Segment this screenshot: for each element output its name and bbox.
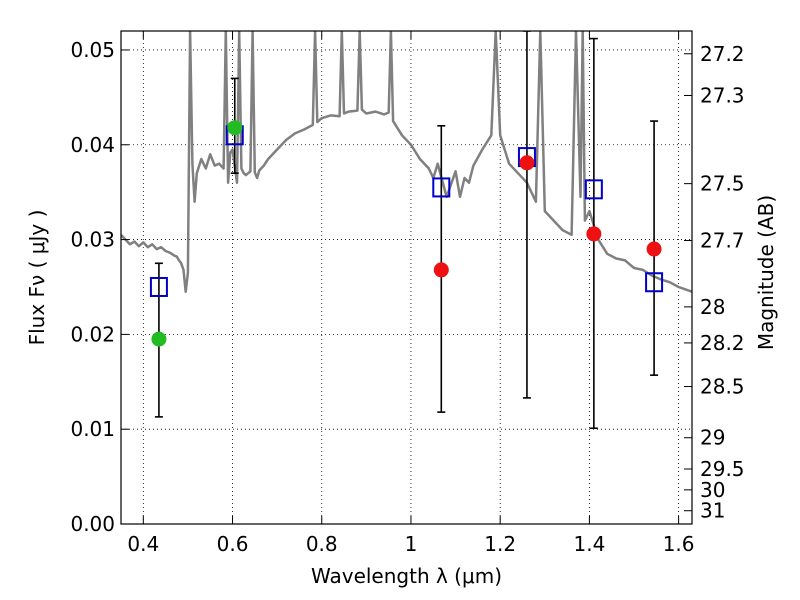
- magnitude-tick-label: 27.3: [700, 83, 745, 107]
- magnitude-tick-label: 27.7: [700, 229, 745, 253]
- x-tick-label: 0.8: [306, 532, 338, 556]
- x-tick-label: 1.2: [484, 532, 516, 556]
- magnitude-tick-label: 29: [700, 426, 725, 450]
- x-axis-title: Wavelength λ (μm): [311, 564, 502, 588]
- x-tick-label: 0.6: [217, 532, 249, 556]
- magnitude-tick-label: 27.5: [700, 172, 745, 196]
- magnitude-tick-label: 27.2: [700, 42, 745, 66]
- observed-flux-point: [646, 241, 662, 257]
- model-flux-square: [584, 179, 603, 200]
- magnitude-tick-label: 29.5: [700, 457, 745, 481]
- y-tick-label: 0.00: [70, 512, 115, 536]
- model-spectrum: [121, 31, 692, 293]
- observed-flux-point: [586, 226, 602, 242]
- y-axis-title: Flux Fν ( μJy ): [25, 210, 49, 346]
- right-axis-title: Magnitude (AB): [754, 195, 778, 350]
- x-tick-label: 1: [405, 532, 418, 556]
- magnitude-tick-label: 31: [700, 499, 725, 523]
- y-tick-label: 0.01: [70, 417, 115, 441]
- spectrum-line: [121, 31, 692, 293]
- y-tick-label: 0.04: [70, 133, 115, 157]
- y-tick-label: 0.02: [70, 322, 115, 346]
- model-flux-square: [432, 177, 451, 198]
- observed-flux-point: [151, 331, 167, 347]
- axis-ticks: [121, 31, 692, 525]
- observed-flux-point: [519, 155, 535, 171]
- magnitude-tick-label: 28.5: [700, 375, 745, 399]
- x-tick-label: 0.4: [127, 532, 159, 556]
- x-tick-label: 1.6: [663, 532, 695, 556]
- observed-flux-point: [227, 120, 243, 136]
- y-tick-label: 0.05: [70, 38, 115, 62]
- y-tick-labels: 0.00 0.01 0.02 0.03 0.04 0.05: [70, 38, 115, 536]
- data-markers: [149, 120, 664, 347]
- x-tick-label: 1.4: [573, 532, 605, 556]
- model-flux-square: [645, 272, 664, 293]
- magnitude-tick-label: 30: [700, 478, 725, 502]
- model-flux-square: [149, 276, 168, 297]
- x-tick-labels: 0.4 0.6 0.8 1 1.2 1.4 1.6: [127, 532, 694, 556]
- y-tick-label: 0.03: [70, 228, 115, 252]
- magnitude-tick-label: 28: [700, 295, 725, 319]
- grid-lines: [121, 31, 692, 525]
- observed-flux-point: [433, 262, 449, 278]
- plot-frame: [120, 30, 693, 525]
- magnitude-tick-label: 28.2: [700, 331, 745, 355]
